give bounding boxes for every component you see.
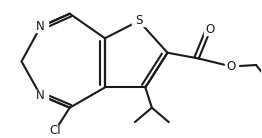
Text: O: O (227, 60, 236, 73)
Text: N: N (36, 20, 45, 33)
Text: O: O (206, 23, 215, 36)
Text: N: N (36, 89, 45, 102)
Bar (204, 25, 217, 35)
Bar (33, 90, 48, 101)
Bar (33, 21, 48, 32)
Bar (225, 61, 238, 71)
Bar (46, 125, 64, 136)
Bar (132, 15, 146, 26)
Text: S: S (135, 14, 143, 27)
Text: Cl: Cl (50, 124, 61, 137)
